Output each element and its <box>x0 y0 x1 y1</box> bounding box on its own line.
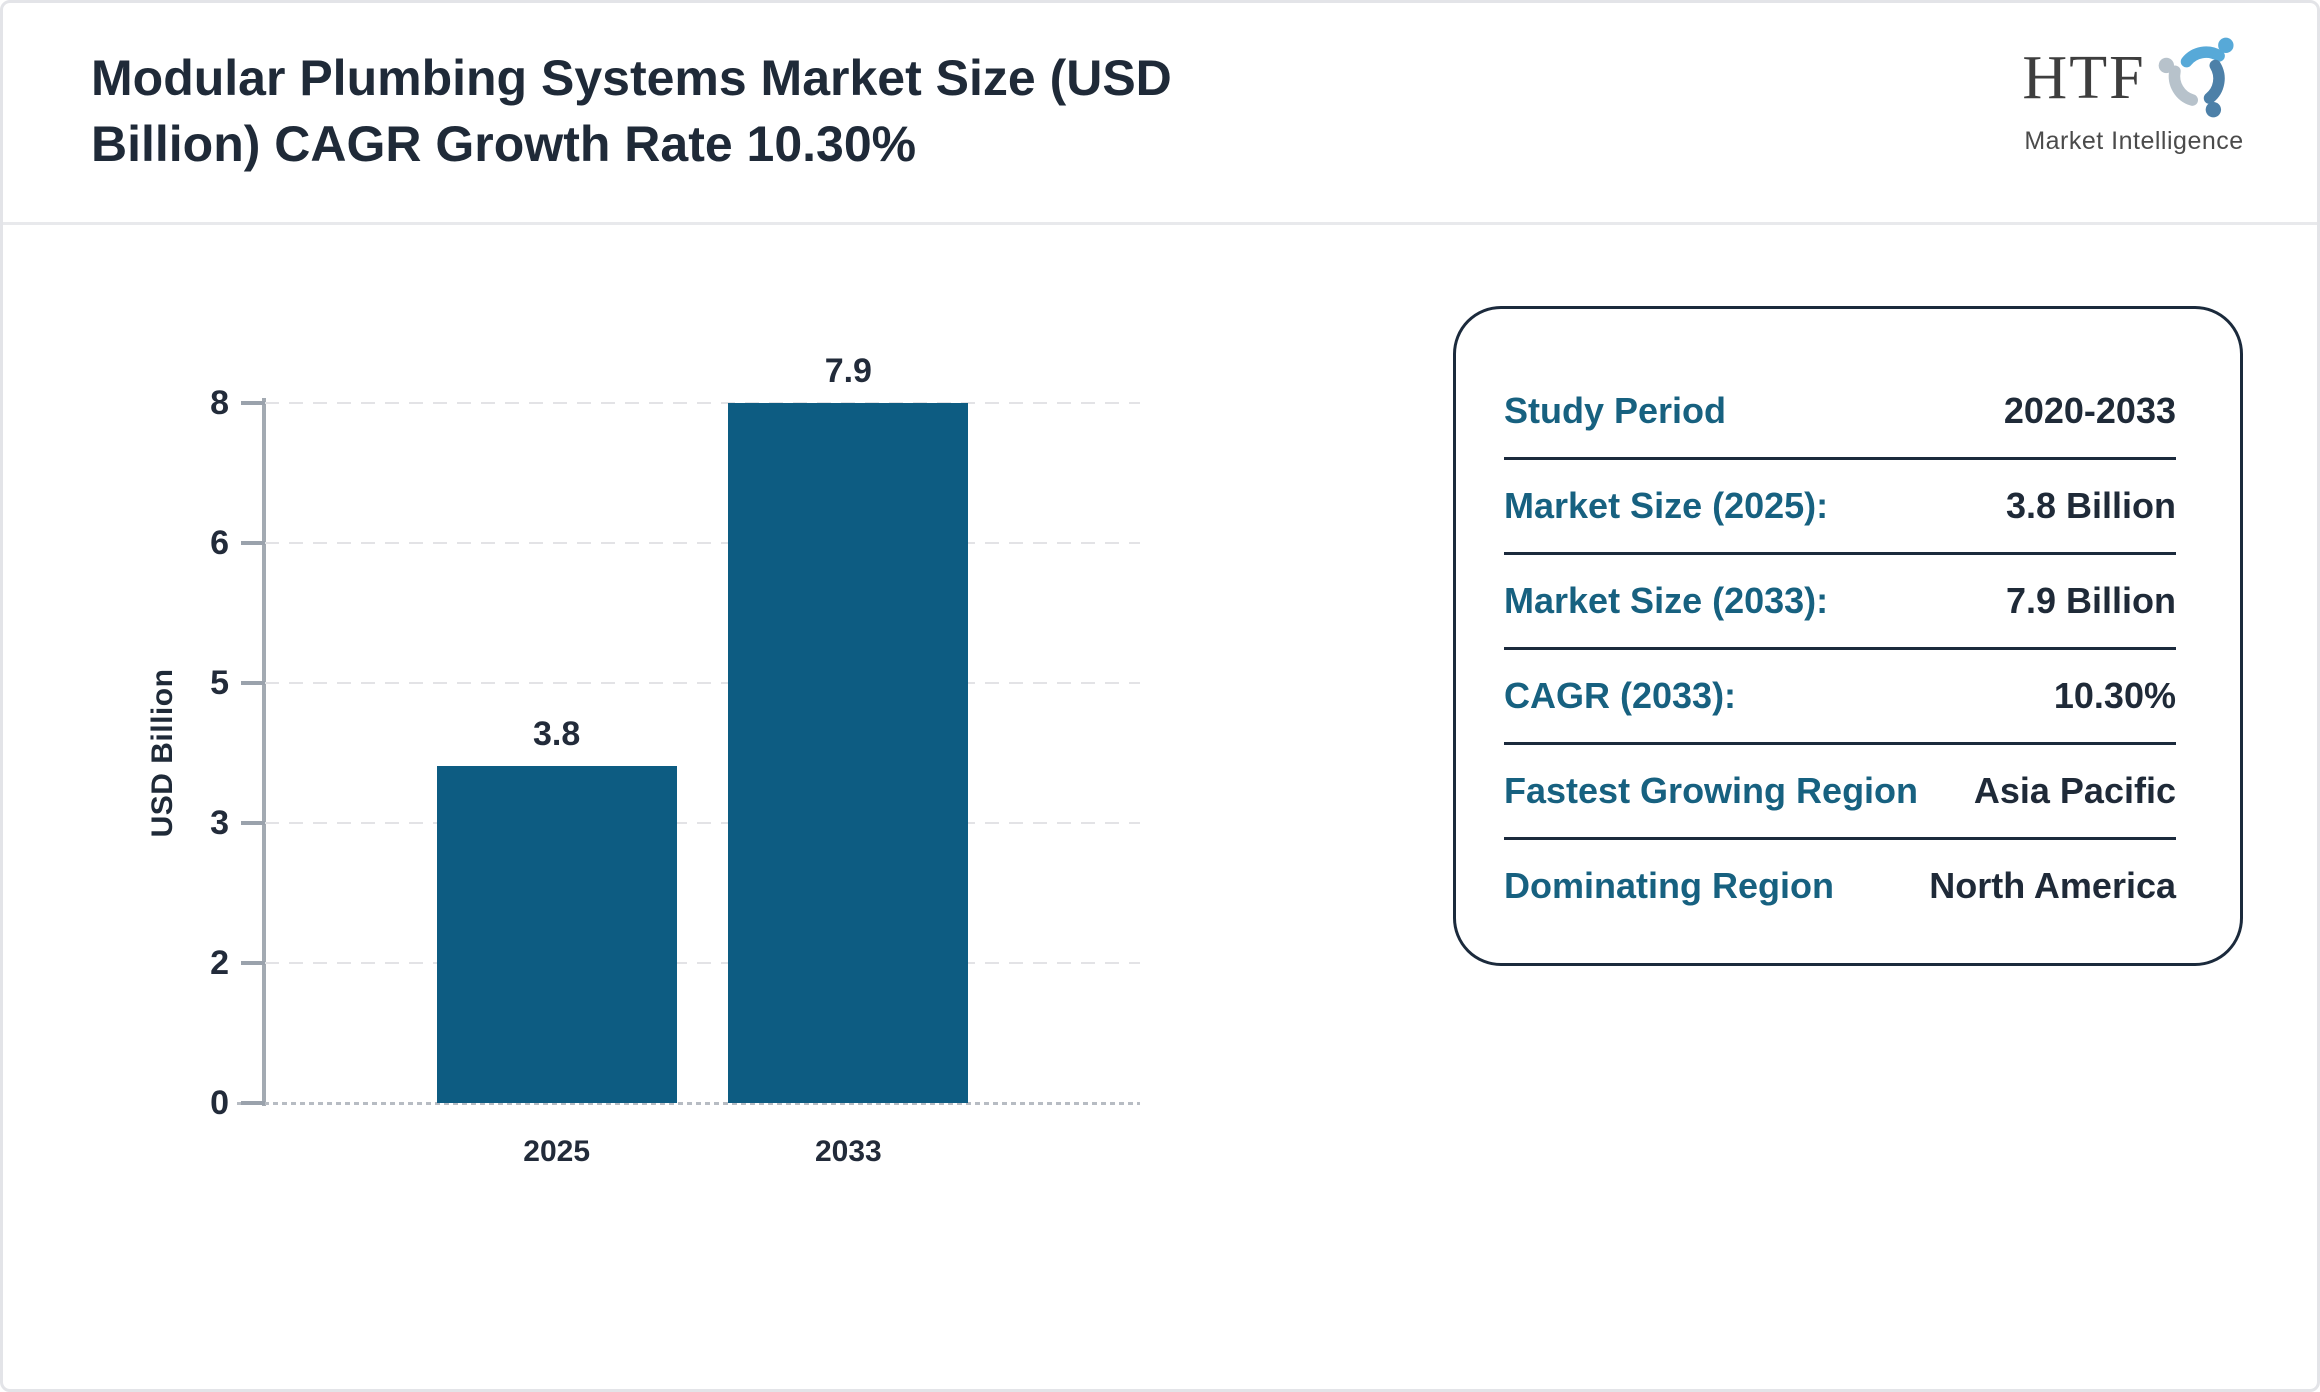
panel-label: Dominating Region <box>1504 865 1834 906</box>
panel-row-study-period: Study Period 2020-2033 <box>1504 365 2176 457</box>
bar-value-label: 7.9 <box>824 352 872 390</box>
x-axis-baseline <box>237 1102 1140 1105</box>
gridline <box>265 402 1140 404</box>
plot-area: 8 6 5 3 2 0 3.8 2025 7.9 2033 <box>210 352 1140 1168</box>
panel-label: Fastest Growing Region <box>1504 770 1919 811</box>
htf-swirl-icon <box>2158 37 2234 118</box>
x-tick-label: 2033 <box>814 1135 882 1168</box>
gridline <box>265 682 1140 684</box>
bar-value-label: 3.8 <box>533 715 581 754</box>
panel-label: Study Period <box>1504 390 1727 431</box>
bar-2033 <box>728 403 969 1103</box>
y-tick-mark <box>241 1101 265 1105</box>
y-tick-mark <box>241 401 265 405</box>
gridline <box>265 962 1140 964</box>
y-axis-line <box>262 398 266 1106</box>
panel-row-dominating-region: Dominating Region North America <box>1504 837 2176 932</box>
panel-row-market-size-2033: Market Size (2033): 7.9 Billion <box>1504 552 2176 647</box>
panel-value: North America <box>1929 865 2176 906</box>
y-tick-label: 8 <box>210 384 229 422</box>
panel-value: Asia Pacific <box>1973 770 2176 811</box>
panel-row-market-size-2025: Market Size (2025): 3.8 Billion <box>1504 457 2176 552</box>
panel-row-cagr: CAGR (2033): 10.30% <box>1504 647 2176 742</box>
bar-2025 <box>436 766 677 1103</box>
x-tick-label: 2025 <box>523 1135 591 1168</box>
info-panel: Study Period 2020-2033 Market Size (2025… <box>1453 306 2243 966</box>
panel-label: Market Size (2033): <box>1504 580 1829 621</box>
panel-value: 10.30% <box>2053 675 2176 716</box>
panel-value: 7.9 Billion <box>2005 580 2176 621</box>
bar-chart: USD Billion 8 6 5 3 2 0 3.8 2025 7.9 2033 <box>3 222 1243 1322</box>
panel-row-fastest-growing-region: Fastest Growing Region Asia Pacific <box>1504 742 2176 837</box>
htf-logo: HTF Market Intelligence <box>2009 29 2259 156</box>
y-tick-mark <box>241 821 265 825</box>
y-tick-label: 2 <box>210 944 229 982</box>
panel-value: 3.8 Billion <box>2005 485 2176 526</box>
panel-label: Market Size (2025): <box>1504 485 1829 526</box>
panel-value: 2020-2033 <box>2003 390 2176 431</box>
panel-label: CAGR (2033): <box>1504 675 1737 716</box>
header-divider <box>3 222 2317 225</box>
y-tick-label: 5 <box>210 664 229 702</box>
htf-logo-subtitle: Market Intelligence <box>2024 127 2244 155</box>
gridline <box>265 822 1140 824</box>
y-tick-mark <box>241 681 265 685</box>
y-tick-label: 0 <box>210 1084 229 1122</box>
htf-logo-text: HTF <box>2022 44 2146 112</box>
gridline <box>265 542 1140 544</box>
y-tick-mark <box>241 541 265 545</box>
page-title: Modular Plumbing Systems Market Size (US… <box>91 50 1172 172</box>
y-tick-label: 3 <box>210 804 229 842</box>
y-tick-mark <box>241 961 265 965</box>
y-tick-label: 6 <box>210 524 229 562</box>
